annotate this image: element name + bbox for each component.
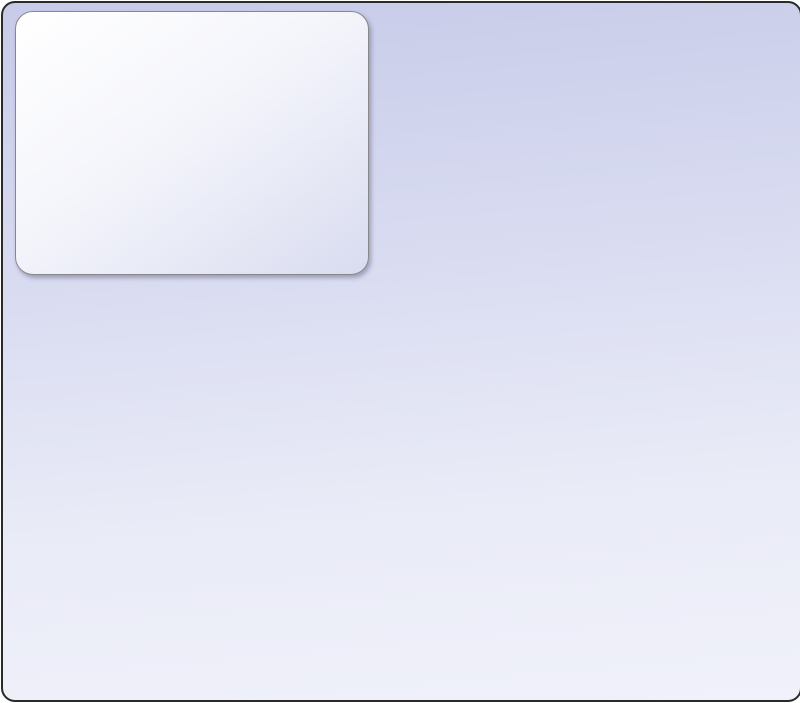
report-summary-box	[15, 11, 369, 275]
